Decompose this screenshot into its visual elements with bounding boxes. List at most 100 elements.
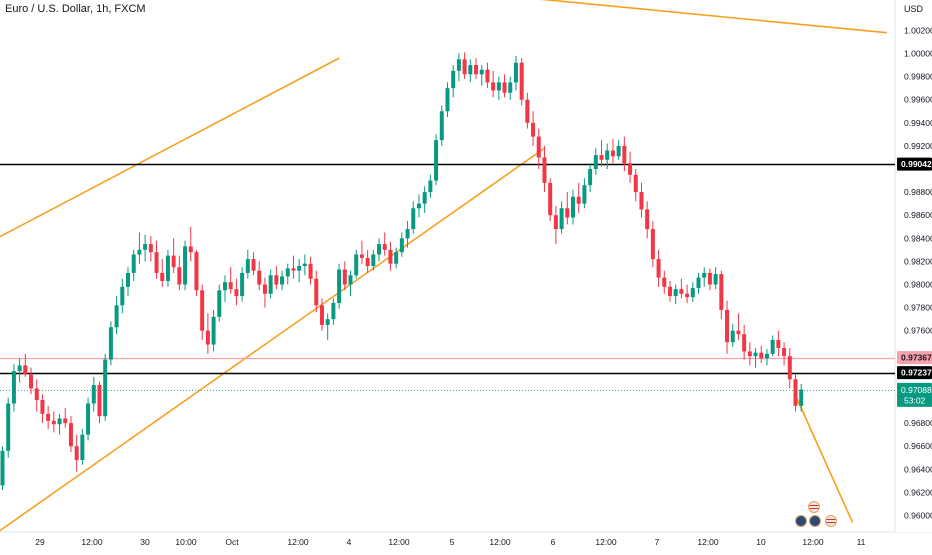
candle-body bbox=[405, 229, 410, 239]
candle-body bbox=[445, 88, 450, 112]
candle-body bbox=[268, 275, 273, 294]
trend-line-2[interactable] bbox=[505, 0, 887, 34]
candle-body bbox=[730, 330, 735, 343]
candle bbox=[86, 397, 91, 441]
candle bbox=[200, 284, 205, 340]
candle-body bbox=[513, 62, 518, 83]
y-tick-label: 0.99800 bbox=[904, 72, 932, 82]
x-tick-label: 12:00 bbox=[388, 537, 410, 547]
candle bbox=[97, 381, 102, 424]
candle bbox=[542, 145, 547, 193]
trend-line-1[interactable] bbox=[0, 147, 545, 533]
candle bbox=[685, 284, 690, 303]
candle-body bbox=[565, 208, 570, 218]
candle bbox=[742, 324, 747, 360]
candle-body bbox=[245, 259, 250, 273]
x-tick-label: 12:00 bbox=[489, 537, 511, 547]
candle bbox=[297, 259, 302, 283]
candle-body bbox=[776, 339, 781, 349]
candle bbox=[639, 182, 644, 218]
y-tick-label: 0.96400 bbox=[904, 464, 932, 474]
x-tick-label: 10 bbox=[756, 537, 766, 547]
candle bbox=[593, 148, 598, 175]
candle bbox=[753, 348, 758, 368]
candle-body bbox=[257, 270, 262, 285]
candle bbox=[451, 65, 456, 98]
price-axis-bg bbox=[896, 0, 932, 532]
candle-body bbox=[200, 290, 205, 331]
candle-body bbox=[588, 169, 593, 186]
candle bbox=[365, 249, 370, 273]
x-tick-label: 12:00 bbox=[287, 537, 309, 547]
candle-body bbox=[91, 384, 96, 404]
trend-line-0[interactable] bbox=[0, 57, 340, 238]
candle bbox=[736, 313, 741, 340]
candle bbox=[80, 428, 85, 465]
candle-body bbox=[103, 359, 108, 417]
candle-body bbox=[662, 277, 667, 287]
candle-body bbox=[183, 246, 188, 285]
price-axis[interactable]: USD 1.00200 1.00000 0.99800 0.99600 0.99400 0.… bbox=[896, 0, 932, 532]
candle bbox=[559, 201, 564, 234]
economic-event-markers[interactable] bbox=[795, 501, 837, 527]
candle-body bbox=[645, 209, 650, 230]
time-axis[interactable]: 29 12:00 30 10:00 Oct 12:00 4 12:00 5 12:00 6 12:00… bbox=[35, 537, 865, 547]
candle bbox=[217, 284, 222, 322]
candle-body bbox=[719, 274, 724, 310]
candle-body bbox=[285, 268, 290, 277]
candle bbox=[456, 53, 461, 82]
symbol-title: Euro / U.S. Dollar, 1h, FXCM bbox=[5, 3, 146, 15]
us-flag-event-icon[interactable] bbox=[808, 501, 820, 513]
y-tick-label: 0.96200 bbox=[904, 487, 932, 497]
candle-body bbox=[633, 174, 638, 193]
candle bbox=[268, 269, 273, 299]
candle bbox=[696, 272, 701, 294]
y-tick-label: 0.98800 bbox=[904, 187, 932, 197]
candle-body bbox=[707, 272, 712, 285]
candle bbox=[51, 411, 56, 433]
candle bbox=[422, 186, 427, 213]
last-price-label: 0.97088 bbox=[901, 385, 932, 395]
candle bbox=[793, 374, 798, 412]
candle-body bbox=[793, 379, 798, 406]
eu-event-icon[interactable] bbox=[795, 515, 807, 527]
candle-body bbox=[571, 196, 575, 218]
candle bbox=[280, 270, 285, 291]
horizontal-levels bbox=[0, 163, 895, 391]
currency-label: USD bbox=[904, 4, 924, 14]
candle bbox=[325, 313, 330, 340]
candle-body bbox=[137, 249, 142, 255]
candle-body bbox=[365, 257, 370, 267]
candle bbox=[656, 249, 661, 287]
candle bbox=[434, 134, 439, 186]
candle-body bbox=[251, 259, 256, 271]
candle bbox=[764, 349, 769, 366]
candle-body bbox=[382, 244, 387, 250]
candle-body bbox=[616, 145, 621, 157]
candle-body bbox=[6, 403, 11, 451]
candle bbox=[262, 277, 267, 308]
us-flag-event-icon-2[interactable] bbox=[825, 515, 837, 527]
trend-line-3[interactable] bbox=[794, 395, 854, 523]
candle bbox=[650, 220, 655, 268]
x-tick-label: 5 bbox=[450, 537, 455, 547]
candle-body bbox=[302, 263, 307, 267]
candle bbox=[525, 92, 530, 129]
candle-body bbox=[439, 111, 444, 141]
candle-body bbox=[143, 244, 148, 250]
candles bbox=[0, 52, 804, 491]
eu-event-icon-2[interactable] bbox=[809, 515, 821, 527]
candle bbox=[485, 62, 490, 89]
y-tick-label: 0.97800 bbox=[904, 303, 932, 313]
candle bbox=[388, 241, 393, 271]
candle-body bbox=[86, 403, 91, 435]
candle bbox=[17, 358, 22, 383]
candle bbox=[616, 140, 621, 160]
x-tick-label: 12:00 bbox=[81, 537, 103, 547]
candle bbox=[108, 321, 113, 366]
candle bbox=[531, 111, 536, 146]
candle bbox=[673, 284, 678, 305]
